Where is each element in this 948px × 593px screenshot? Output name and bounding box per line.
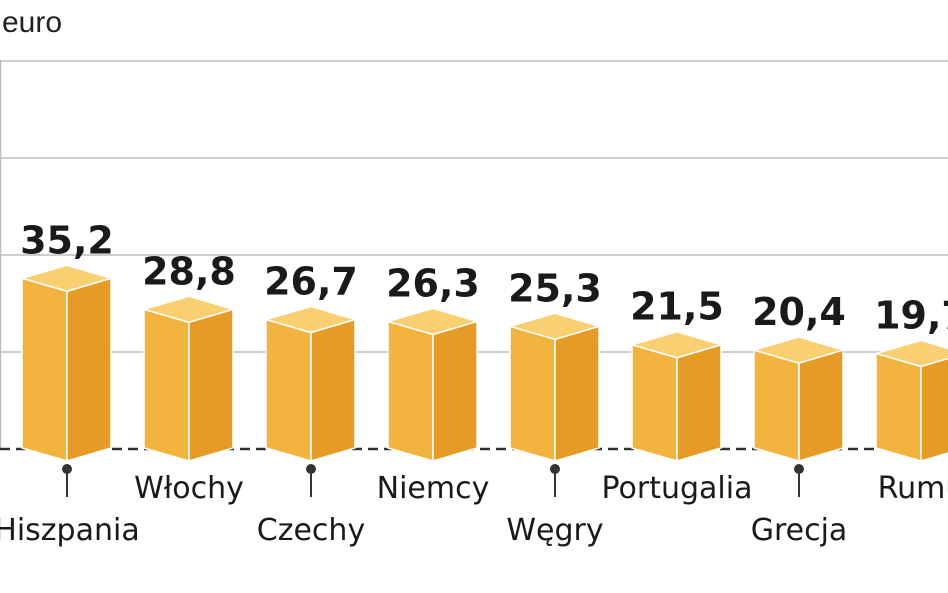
bar (751, 336, 846, 463)
bar-side-face (920, 357, 948, 463)
bar-side-face (676, 343, 722, 463)
value-label: 26,7 (264, 260, 358, 304)
bar (19, 264, 114, 463)
category-label: Niemcy (377, 471, 490, 506)
bar-side-face (798, 349, 844, 463)
value-label: 28,8 (142, 249, 236, 293)
bar-side-face (554, 325, 600, 463)
category-labels: Hiszpania Włochy Czechy Niemcy Węgry Portugal… (0, 471, 948, 548)
category-label: Węgry (506, 513, 603, 548)
value-label: 21,5 (630, 285, 724, 329)
bar-side-face (310, 318, 356, 463)
bar-top-face (629, 330, 724, 359)
bar (629, 330, 724, 463)
bar-top-face (507, 312, 602, 341)
bar (873, 339, 948, 463)
bar-top-face (19, 264, 114, 293)
value-label: 20,4 (752, 290, 846, 334)
bar-front-face (21, 277, 68, 462)
bar (507, 312, 602, 463)
bar-side-face (66, 277, 112, 463)
category-label: Włochy (134, 471, 244, 506)
bar-front-face (143, 308, 190, 462)
unit-label: euro (2, 6, 62, 39)
bar-front-face (509, 325, 556, 462)
bar-front-face (265, 318, 312, 462)
bar-front-face (875, 352, 922, 462)
bar-top-face (385, 307, 480, 336)
category-label: Portugalia (602, 471, 753, 506)
category-markers (62, 464, 804, 497)
category-label: Grecja (751, 513, 848, 548)
category-label: Hiszpania (0, 513, 140, 548)
bar-front-face (753, 349, 800, 462)
bar-front-face (387, 320, 434, 462)
bar-top-face (751, 336, 846, 364)
value-label: 19,7 (874, 293, 948, 337)
bar (385, 307, 480, 463)
bar-side-face (188, 308, 234, 463)
bar-top-face (873, 339, 948, 368)
bar-top-face (263, 305, 358, 334)
value-labels: 35,2 28,8 26,7 26,3 25,3 21,5 20,4 19,7 (20, 218, 948, 337)
value-label: 35,2 (20, 218, 114, 262)
bar (263, 305, 358, 463)
bar (141, 295, 236, 463)
bar-front-face (631, 343, 678, 462)
bar-side-face (432, 320, 478, 463)
bars (19, 264, 948, 463)
value-label: 25,3 (508, 266, 602, 310)
bar-top-face (141, 295, 236, 324)
category-label: Rumu (878, 471, 948, 506)
value-label: 26,3 (386, 261, 480, 305)
category-label: Czechy (257, 513, 365, 548)
